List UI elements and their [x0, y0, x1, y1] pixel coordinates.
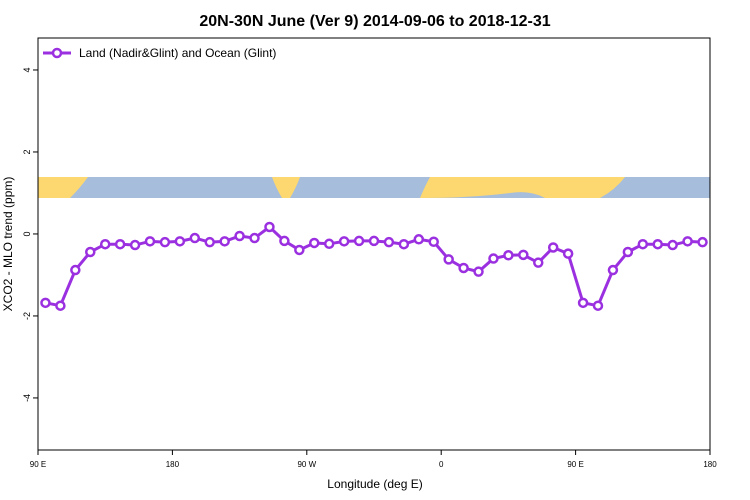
point [204, 236, 215, 248]
point [294, 244, 305, 256]
x-tick-label: 180 [703, 460, 717, 469]
y-tick-label: 0 [22, 231, 32, 236]
point [488, 253, 499, 264]
x-axis-label: Longitude (deg E) [327, 477, 422, 491]
point [577, 297, 589, 309]
point [473, 266, 484, 277]
point [592, 300, 604, 311]
point [279, 235, 290, 247]
y-tick-label: 2 [22, 149, 32, 154]
point [323, 238, 335, 250]
y-axis-label: XCO2 - MLO trend (ppm) [1, 177, 15, 312]
point [70, 264, 81, 276]
point [697, 236, 708, 248]
point [458, 262, 469, 274]
point [383, 236, 395, 248]
point [413, 234, 425, 245]
point [443, 254, 454, 265]
point [562, 248, 574, 259]
point [353, 235, 365, 247]
chart-title: 20N-30N June (Ver 9) 2014-09-06 to 2018-… [199, 13, 550, 30]
point [85, 246, 96, 258]
y-tick-label: -2 [22, 312, 32, 320]
point [547, 242, 559, 253]
point [264, 221, 275, 233]
x-tick-label: 90 E [567, 460, 583, 469]
point [398, 238, 410, 250]
point [338, 236, 350, 247]
point [189, 232, 201, 244]
point [55, 300, 66, 311]
x-tick-label: 90 E [30, 460, 46, 469]
point [428, 236, 439, 247]
map-strip [38, 177, 710, 198]
point [309, 237, 320, 249]
point [503, 250, 514, 261]
point [533, 257, 544, 268]
legend-label: Land (Nadir&Glint) and Ocean (Glint) [79, 46, 276, 60]
point [159, 236, 171, 248]
point [518, 249, 529, 261]
y-tick-label: -4 [22, 394, 32, 402]
point [682, 236, 693, 247]
y-tick-label: 4 [22, 67, 32, 72]
point [174, 236, 186, 247]
point [144, 236, 156, 247]
point [652, 238, 663, 250]
point [40, 297, 51, 309]
point [234, 230, 245, 242]
point [114, 238, 126, 250]
x-tick-label: 0 [439, 460, 444, 469]
plot-frame [37, 37, 711, 451]
point [368, 235, 380, 247]
point [249, 232, 260, 244]
point [607, 264, 619, 276]
legend-marker [51, 47, 63, 59]
x-tick-label: 90 W [297, 460, 316, 469]
point [667, 239, 678, 251]
point [637, 238, 649, 250]
point [129, 239, 141, 251]
point [219, 236, 230, 247]
point [99, 238, 111, 250]
x-tick-label: 180 [166, 460, 180, 469]
point [622, 246, 634, 258]
